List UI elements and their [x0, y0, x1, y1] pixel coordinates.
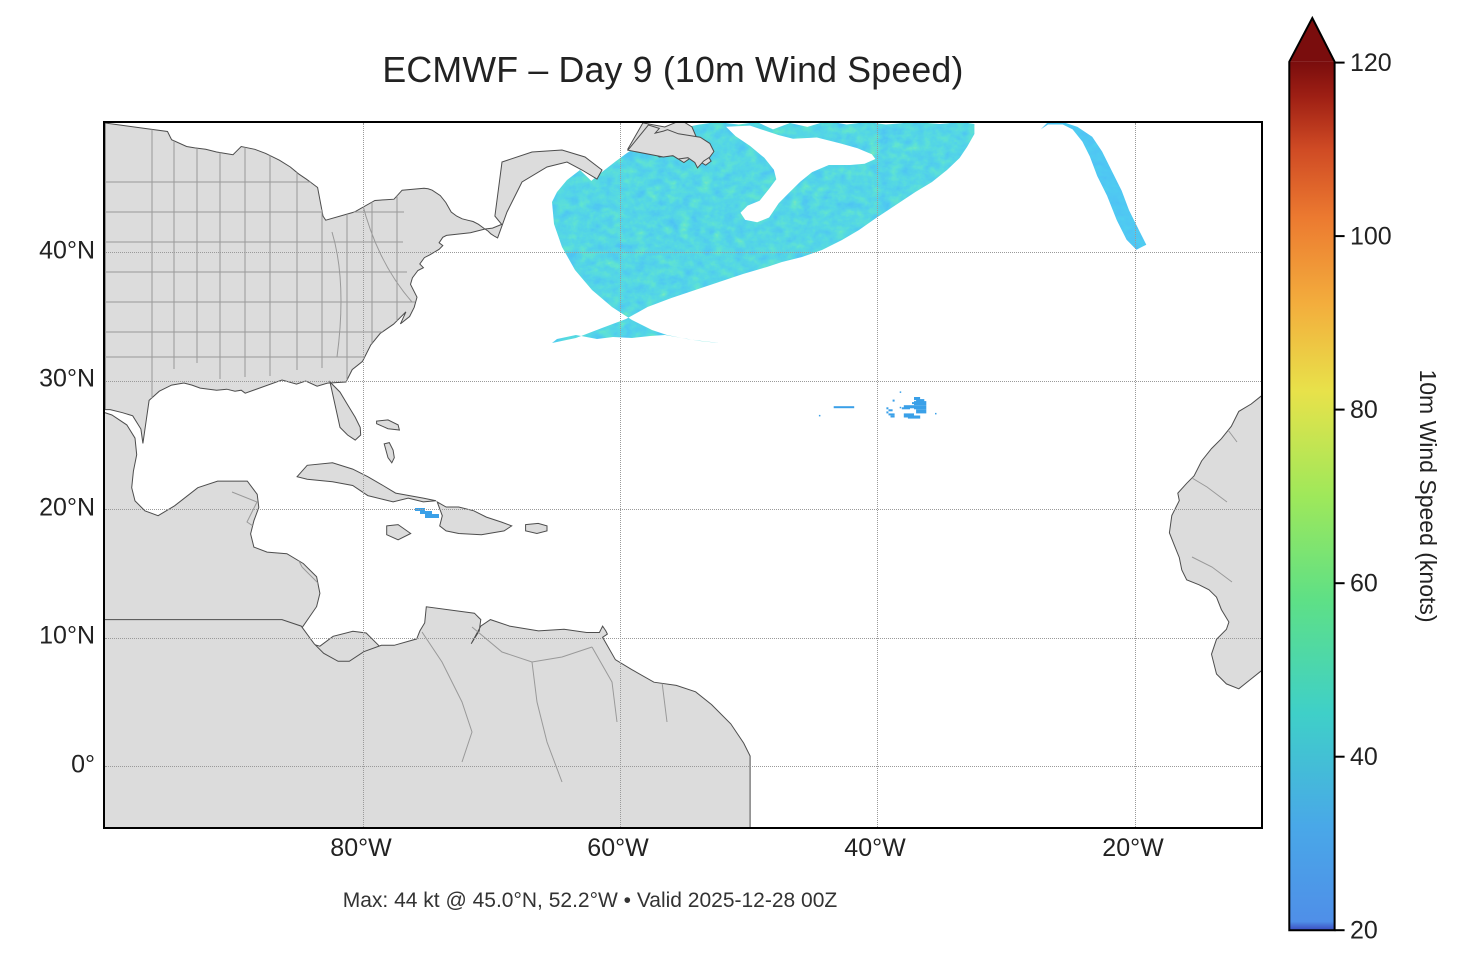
svg-text:100: 100 — [1350, 223, 1392, 251]
svg-text:80: 80 — [1350, 396, 1378, 424]
svg-text:40: 40 — [1350, 743, 1378, 771]
svg-text:60: 60 — [1350, 570, 1378, 598]
svg-text:20: 20 — [1350, 917, 1378, 945]
svg-text:10m Wind Speed (knots): 10m Wind Speed (knots) — [1415, 369, 1441, 622]
svg-text:120: 120 — [1350, 49, 1392, 77]
